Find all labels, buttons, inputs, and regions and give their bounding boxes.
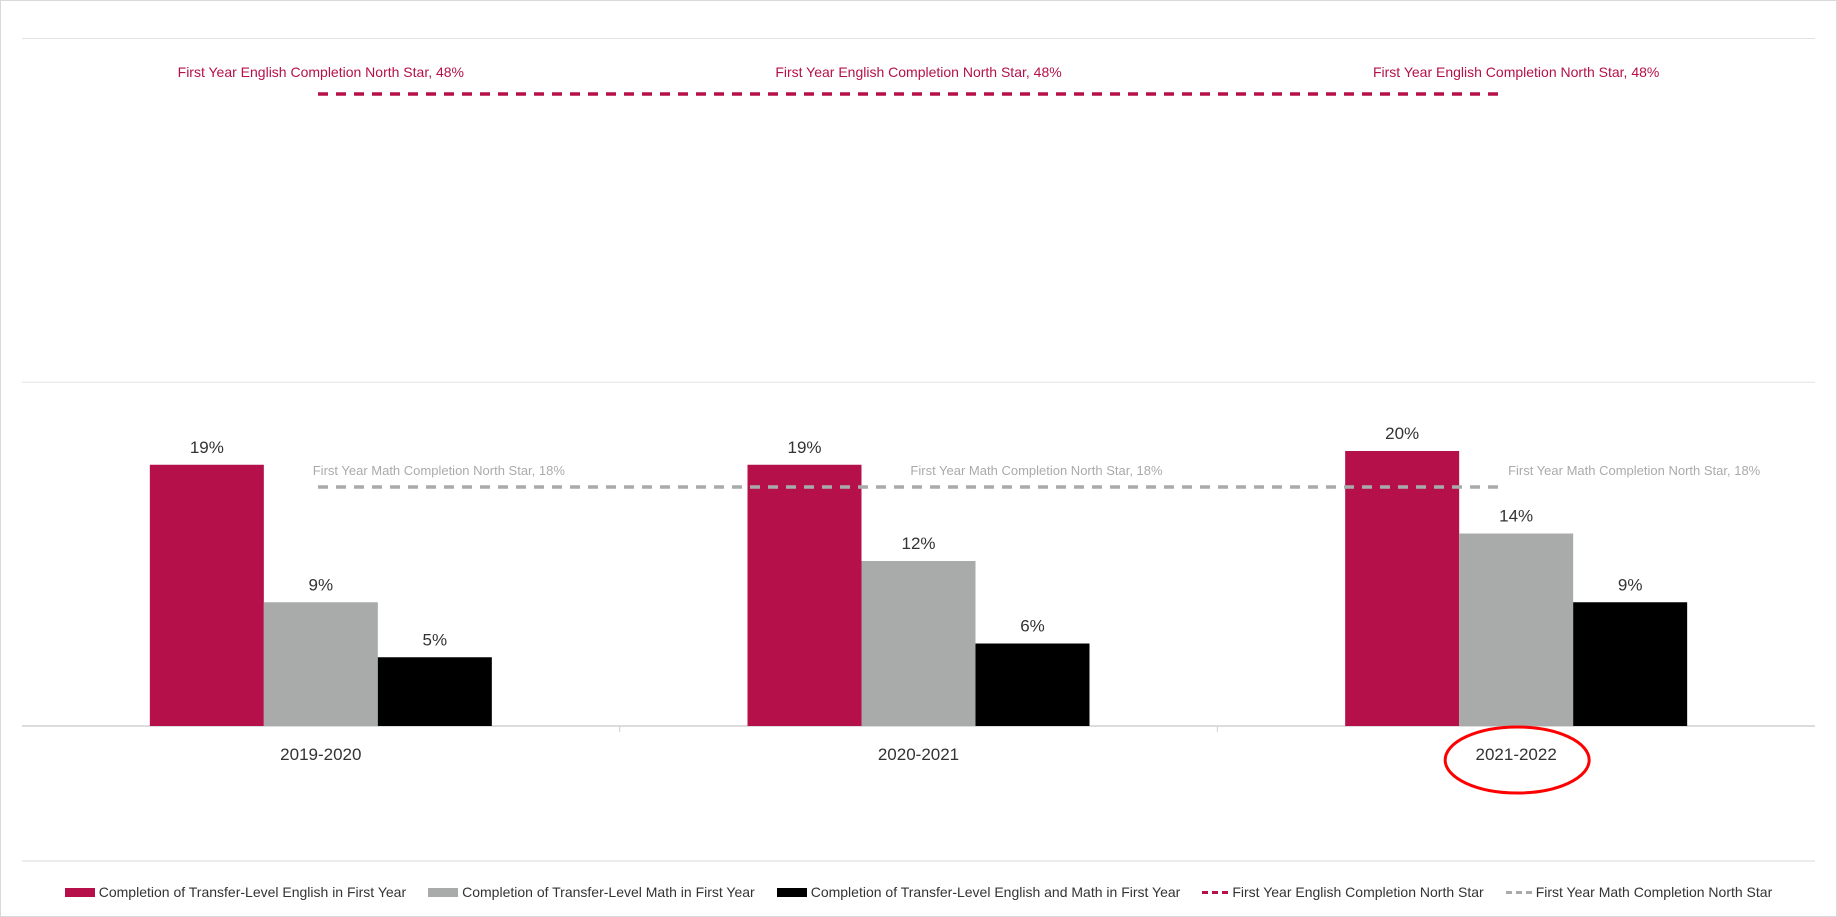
bar-completion-of-transfer-level-english-in-first-year-2020-2021: [748, 465, 862, 726]
bar-completion-of-transfer-level-english-in-first-year-2019-2020: [150, 465, 264, 726]
legend-item-completion-of-transfer-level-math-in-first-year: Completion of Transfer-Level Math in Fir…: [428, 884, 755, 900]
bar-completion-of-transfer-level-english-and-math-in-first-year-2021-2022: [1573, 602, 1687, 726]
legend-label: First Year Math Completion North Star: [1536, 884, 1773, 900]
data-label: 14%: [1499, 507, 1533, 526]
bar-completion-of-transfer-level-math-in-first-year-2020-2021: [862, 561, 976, 726]
reference-label: First Year English Completion North Star…: [178, 64, 464, 80]
bar-completion-of-transfer-level-math-in-first-year-2019-2020: [264, 602, 378, 726]
data-label: 19%: [190, 438, 224, 457]
data-label: 20%: [1385, 424, 1419, 443]
x-tick-label: 2021-2022: [1476, 745, 1557, 764]
x-tick-label: 2020-2021: [878, 745, 959, 764]
chart-legend: Completion of Transfer-Level English in …: [0, 878, 1837, 906]
legend-label: Completion of Transfer-Level Math in Fir…: [462, 884, 755, 900]
data-label: 12%: [901, 534, 935, 553]
x-tick-label: 2019-2020: [280, 745, 361, 764]
bar-completion-of-transfer-level-english-and-math-in-first-year-2020-2021: [976, 644, 1090, 727]
legend-swatch: [1202, 891, 1228, 894]
legend-label: Completion of Transfer-Level English and…: [811, 884, 1181, 900]
reference-label: First Year English Completion North Star…: [775, 64, 1061, 80]
data-label: 9%: [1618, 575, 1643, 594]
reference-label: First Year Math Completion North Star, 1…: [313, 463, 566, 478]
legend-item-first-year-math-completion-north-star: First Year Math Completion North Star: [1506, 884, 1773, 900]
bar-completion-of-transfer-level-english-and-math-in-first-year-2019-2020: [378, 657, 492, 726]
legend-swatch: [428, 888, 458, 897]
legend-swatch: [65, 888, 95, 897]
reference-label: First Year Math Completion North Star, 1…: [1508, 463, 1761, 478]
legend-item-completion-of-transfer-level-english-in-first-year: Completion of Transfer-Level English in …: [65, 884, 406, 900]
reference-label: First Year Math Completion North Star, 1…: [910, 463, 1163, 478]
data-label: 5%: [423, 630, 448, 649]
bar-completion-of-transfer-level-english-in-first-year-2021-2022: [1345, 451, 1459, 726]
legend-swatch: [1506, 891, 1532, 894]
bar-chart: 19% 9% 5% 2019-2020 19% 12% 6% 2020-2021 20% 14% 9…: [0, 0, 1837, 870]
legend-label: First Year English Completion North Star: [1232, 884, 1483, 900]
legend-swatch: [777, 888, 807, 897]
legend-item-first-year-english-completion-north-star: First Year English Completion North Star: [1202, 884, 1483, 900]
bar-completion-of-transfer-level-math-in-first-year-2021-2022: [1459, 534, 1573, 727]
reference-label: First Year English Completion North Star…: [1373, 64, 1659, 80]
legend-item-completion-of-transfer-level-english-and-math-in-first-year: Completion of Transfer-Level English and…: [777, 884, 1181, 900]
data-label: 9%: [309, 575, 334, 594]
data-label: 19%: [787, 438, 821, 457]
data-label: 6%: [1020, 617, 1045, 636]
legend-label: Completion of Transfer-Level English in …: [99, 884, 406, 900]
